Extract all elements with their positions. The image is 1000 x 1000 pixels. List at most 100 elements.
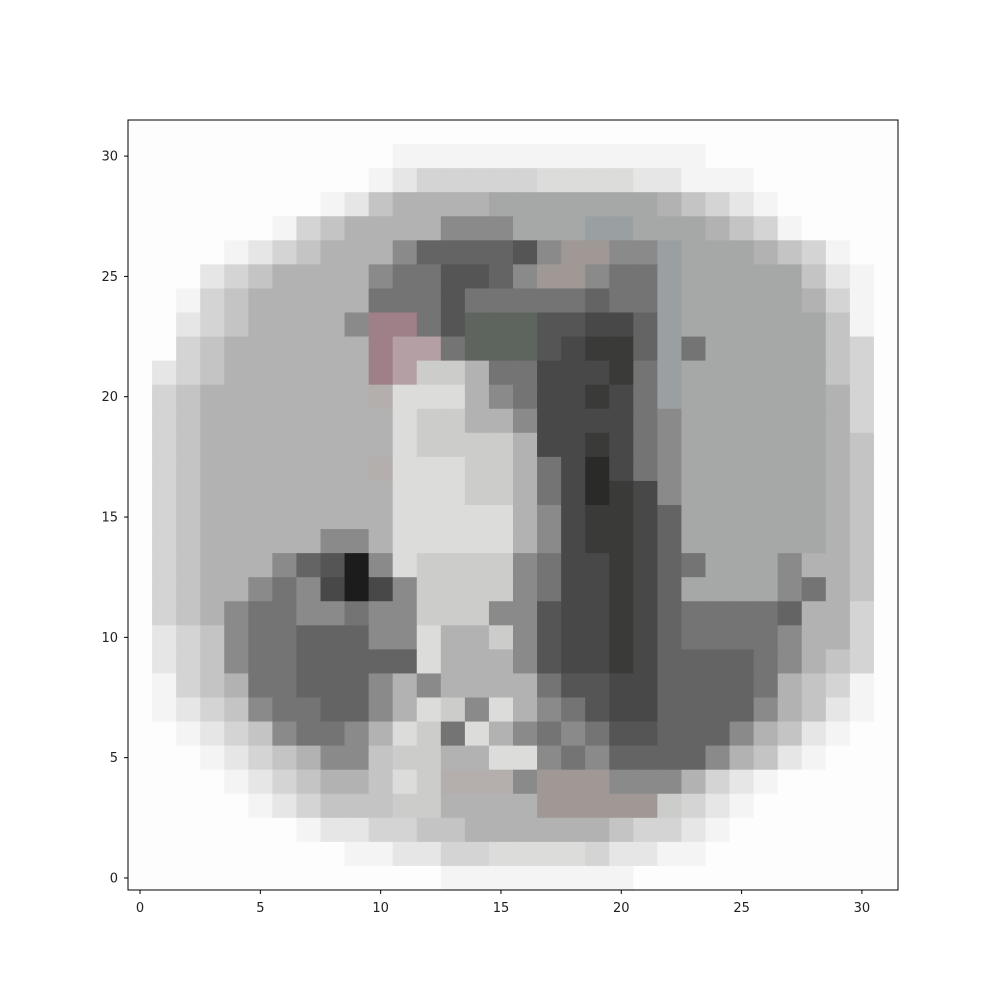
heatmap-cell (801, 264, 827, 290)
heatmap-cell (513, 769, 538, 795)
heatmap-cell (320, 673, 346, 699)
heatmap-cell (609, 793, 634, 819)
heatmap-cell (753, 841, 779, 867)
heatmap-cell (440, 553, 466, 578)
heatmap-cell (248, 721, 273, 747)
heatmap-cell (224, 120, 249, 145)
heatmap-cell (585, 480, 610, 506)
heatmap-cell (537, 144, 562, 169)
y-tick-label: 30 (101, 150, 118, 165)
heatmap-cell (272, 601, 298, 626)
heatmap-cell (416, 745, 442, 771)
heatmap-cell (849, 865, 875, 891)
heatmap-cell (224, 192, 249, 217)
heatmap-cell (464, 841, 490, 867)
heatmap-cell (777, 841, 803, 867)
heatmap-cell (152, 865, 177, 891)
heatmap-cell (392, 336, 418, 362)
heatmap-cell (344, 192, 370, 217)
heatmap-cell (609, 721, 634, 747)
heatmap-cell (561, 432, 586, 458)
heatmap-cell (657, 817, 683, 843)
heatmap-cell (344, 360, 370, 386)
heatmap-cell (753, 192, 779, 217)
heatmap-cell (416, 456, 442, 482)
heatmap-cell (585, 360, 610, 386)
heatmap-cell (609, 144, 634, 169)
heatmap-cell (224, 240, 249, 265)
heatmap-cell (152, 120, 177, 145)
heatmap-cell (464, 336, 490, 362)
heatmap-cell (200, 769, 225, 795)
heatmap-cell (464, 553, 490, 578)
heatmap-cell (392, 192, 418, 217)
heatmap-cell (513, 721, 538, 747)
heatmap-cell (849, 216, 875, 241)
heatmap-cell (176, 505, 201, 530)
heatmap-cell (368, 456, 394, 482)
heatmap-cell (440, 144, 466, 169)
heatmap-cell (777, 505, 803, 530)
heatmap-cell (561, 697, 586, 723)
heatmap-cell (513, 553, 538, 578)
heatmap-cell (729, 673, 755, 699)
heatmap-cell (224, 529, 249, 554)
heatmap-cell (849, 144, 875, 169)
heatmap-cell (777, 288, 803, 314)
heatmap-cell (272, 288, 298, 314)
heatmap-cell (657, 745, 683, 771)
heatmap-cell (176, 769, 201, 795)
heatmap-cell (488, 601, 514, 626)
heatmap-cell (801, 673, 827, 699)
heatmap-cell (585, 288, 610, 314)
heatmap-cell (801, 384, 827, 410)
heatmap-cell (440, 360, 466, 386)
heatmap-cell (777, 601, 803, 626)
heatmap-cell (777, 120, 803, 145)
heatmap-cell (344, 216, 370, 241)
heatmap-cell (296, 793, 322, 819)
heatmap-cell (248, 144, 273, 169)
heatmap-cell (585, 601, 610, 626)
heatmap-cell (513, 649, 538, 675)
heatmap-cell (488, 505, 514, 530)
heatmap-cell (585, 120, 610, 145)
heatmap-cell (729, 168, 755, 193)
heatmap-cell (368, 769, 394, 795)
heatmap-cell (705, 745, 731, 771)
heatmap-cell (561, 673, 586, 699)
heatmap-cell (609, 625, 634, 650)
heatmap-cell (200, 480, 225, 506)
heatmap-cell (585, 456, 610, 482)
heatmap-cell (224, 168, 249, 193)
heatmap-cell (440, 312, 466, 338)
heatmap-cell (320, 793, 346, 819)
heatmap-cell (657, 529, 683, 554)
heatmap-cell (176, 721, 201, 747)
x-tick-label: 0 (136, 901, 144, 916)
heatmap-cell (777, 192, 803, 217)
heatmap-cell (464, 697, 490, 723)
heatmap-cell (633, 216, 658, 241)
heatmap-cell (729, 529, 755, 554)
heatmap-cell (440, 625, 466, 650)
heatmap-cell (633, 529, 658, 554)
heatmap-cell (152, 288, 177, 314)
heatmap-cell (585, 649, 610, 675)
heatmap-cell (464, 673, 490, 699)
heatmap-cell (392, 625, 418, 650)
heatmap-cell (873, 745, 899, 771)
heatmap-cell (729, 649, 755, 675)
heatmap-cell (561, 553, 586, 578)
heatmap-cell (224, 456, 249, 482)
heatmap-cell (537, 721, 562, 747)
heatmap-cell (344, 841, 370, 867)
heatmap-cell (272, 745, 298, 771)
heatmap-cell (513, 745, 538, 771)
heatmap-cell (176, 649, 201, 675)
heatmap-cell (561, 288, 586, 314)
heatmap-cell (152, 793, 177, 819)
heatmap-cell (825, 529, 851, 554)
heatmap-cell (705, 673, 731, 699)
heatmap-cell (657, 216, 683, 241)
